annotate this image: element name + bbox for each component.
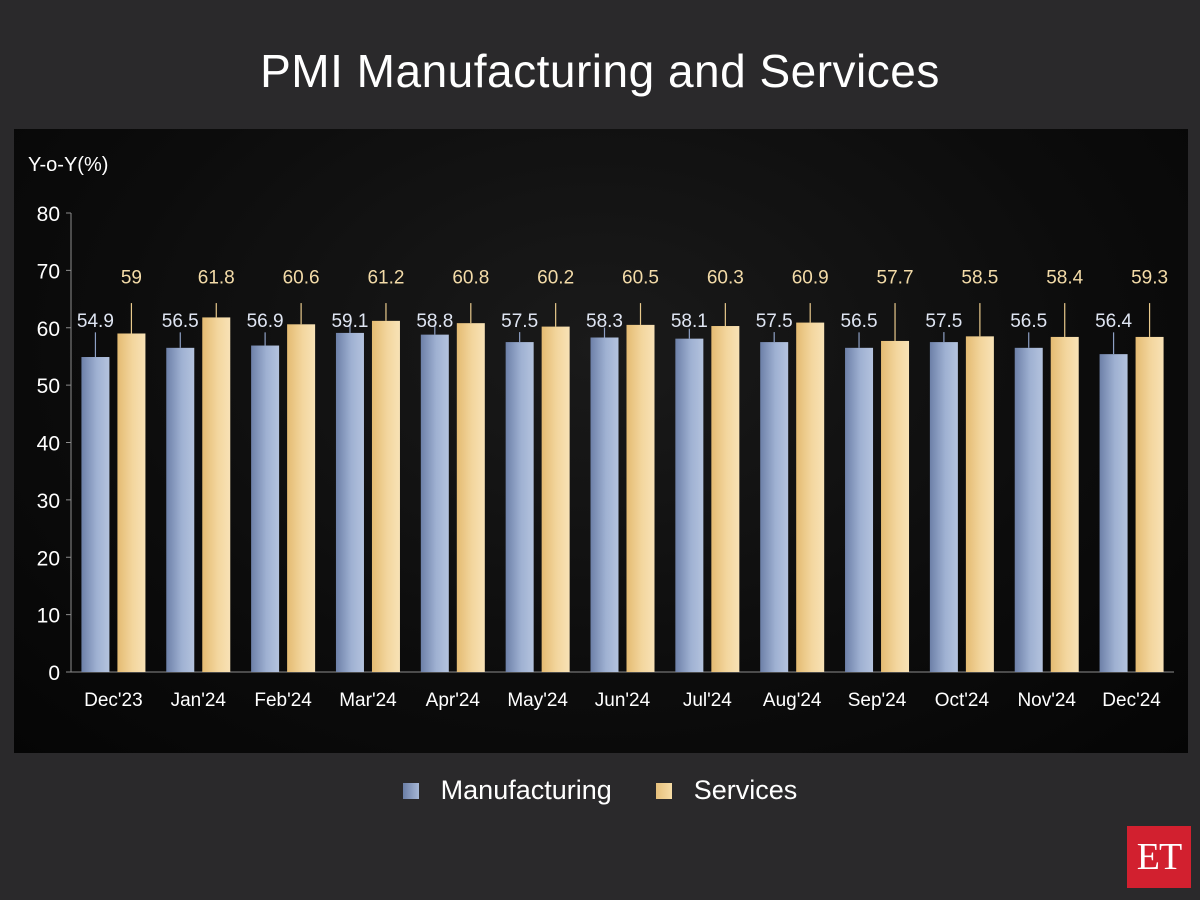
- manufacturing-bar: [1099, 354, 1128, 672]
- x-tick-label: Nov'24: [1017, 690, 1076, 711]
- services-data-label: 58.5: [961, 268, 998, 289]
- services-data-label: 60.3: [707, 268, 744, 289]
- x-tick-label: Aug'24: [763, 690, 822, 711]
- services-data-label: 59.3: [1131, 268, 1168, 289]
- manufacturing-bar: [505, 342, 534, 672]
- services-bar: [626, 324, 655, 672]
- legend-label-services: Services: [693, 775, 798, 805]
- manufacturing-data-label: 58.3: [586, 311, 623, 332]
- chart-legend: Manufacturing Services: [0, 775, 1200, 806]
- services-bar: [456, 323, 485, 672]
- services-data-label: 61.2: [367, 268, 404, 289]
- manufacturing-bar: [1014, 347, 1043, 672]
- manufacturing-data-label: 56.9: [247, 311, 284, 332]
- manufacturing-data-label: 56.5: [841, 311, 878, 332]
- manufacturing-bar: [845, 347, 874, 672]
- y-tick-label: 70: [37, 260, 60, 283]
- x-tick-label: Jul'24: [683, 690, 732, 711]
- x-tick-label: Jan'24: [171, 690, 227, 711]
- services-data-label: 58.4: [1046, 268, 1083, 289]
- services-swatch: [655, 782, 672, 799]
- manufacturing-bar: [81, 357, 110, 672]
- y-tick-label: 30: [37, 490, 60, 513]
- services-bar: [287, 324, 316, 672]
- services-data-label: 60.9: [792, 268, 829, 289]
- services-bar: [1050, 336, 1079, 672]
- x-tick-label: Sep'24: [848, 690, 907, 711]
- services-bar: [796, 322, 825, 672]
- y-tick-label: 60: [37, 318, 60, 341]
- services-bar: [371, 320, 400, 672]
- manufacturing-swatch: [402, 782, 419, 799]
- manufacturing-data-label: 56.5: [162, 311, 199, 332]
- services-data-label: 61.8: [198, 268, 235, 289]
- manufacturing-data-label: 57.5: [756, 311, 793, 332]
- manufacturing-data-label: 56.4: [1095, 311, 1132, 332]
- services-bar: [965, 336, 994, 672]
- manufacturing-data-label: 57.5: [501, 311, 538, 332]
- legend-item-services: Services: [655, 775, 798, 806]
- manufacturing-data-label: 56.5: [1010, 311, 1047, 332]
- manufacturing-data-label: 58.1: [671, 311, 708, 332]
- manufacturing-data-label: 54.9: [77, 311, 114, 332]
- manufacturing-bar: [335, 332, 364, 672]
- x-tick-label: Dec'23: [84, 690, 143, 711]
- y-tick-label: 80: [37, 203, 60, 226]
- chart-title: PMI Manufacturing and Services: [260, 45, 940, 97]
- y-axis-title: Y-o-Y(%): [28, 154, 108, 176]
- manufacturing-data-label: 59.1: [331, 311, 368, 332]
- manufacturing-data-label: 58.8: [416, 311, 453, 332]
- x-tick-label: Oct'24: [935, 690, 990, 711]
- services-data-label: 60.8: [452, 268, 489, 289]
- services-bar: [541, 326, 570, 672]
- services-data-label: 60.2: [537, 268, 574, 289]
- et-logo: ET: [1127, 826, 1191, 888]
- chart-bars: [81, 303, 1164, 672]
- y-tick-label: 10: [37, 605, 60, 628]
- y-tick-label: 50: [37, 375, 60, 398]
- chart-labels: Dec'23 54.9 59 Jan'24 56.5 61.8 Feb'24 56.9 60.6…: [77, 268, 1168, 711]
- manufacturing-bar: [590, 337, 619, 672]
- services-data-label: 59: [121, 268, 142, 289]
- y-tick-label: 40: [37, 433, 60, 456]
- y-tick-label: 0: [48, 662, 60, 685]
- services-bar: [711, 326, 740, 672]
- x-tick-label: Feb'24: [254, 690, 312, 711]
- x-tick-label: Dec'24: [1102, 690, 1161, 711]
- manufacturing-bar: [675, 338, 704, 672]
- manufacturing-bar: [166, 347, 195, 672]
- legend-label-manufacturing: Manufacturing: [440, 775, 612, 805]
- services-data-label: 60.6: [283, 268, 320, 289]
- services-bar: [881, 340, 910, 672]
- manufacturing-bar: [251, 345, 280, 672]
- x-tick-label: Mar'24: [339, 690, 397, 711]
- manufacturing-bar: [760, 342, 789, 672]
- chart-panel: Y-o-Y(%) 0 10 20 30 40 50 60 70 80 Dec'23 54.9 59 Ja…: [14, 129, 1188, 753]
- manufacturing-bar: [420, 334, 449, 672]
- x-tick-label: Jun'24: [595, 690, 651, 711]
- bar-chart: Y-o-Y(%) 0 10 20 30 40 50 60 70 80 Dec'23 54.9 59 Ja…: [28, 154, 1174, 711]
- services-data-label: 57.7: [877, 268, 914, 289]
- x-tick-label: Apr'24: [426, 690, 481, 711]
- y-tick-label: 20: [37, 547, 60, 570]
- services-bar: [202, 317, 231, 672]
- x-tick-label: May'24: [507, 690, 568, 711]
- legend-item-manufacturing: Manufacturing: [402, 775, 612, 806]
- manufacturing-data-label: 57.5: [925, 311, 962, 332]
- services-bar: [1135, 336, 1164, 672]
- manufacturing-bar: [929, 342, 958, 672]
- services-bar: [117, 333, 146, 672]
- services-data-label: 60.5: [622, 268, 659, 289]
